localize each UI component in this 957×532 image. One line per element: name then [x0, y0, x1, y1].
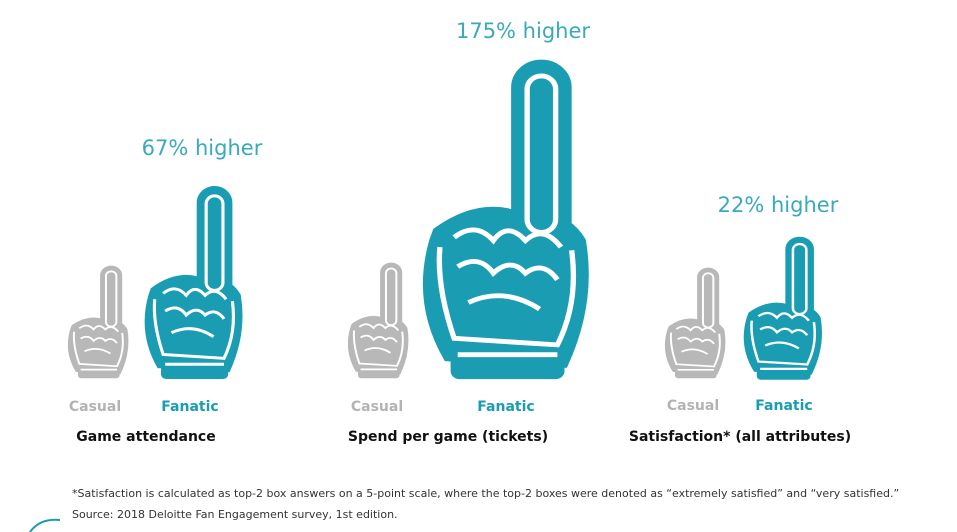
category-label: Game attendance: [76, 429, 215, 445]
casual-label: Casual: [351, 399, 403, 415]
casual-label: Casual: [69, 399, 121, 415]
casual-label: Casual: [667, 398, 719, 414]
fanatic-label: Fanatic: [755, 398, 812, 414]
casual-hand: [67, 265, 129, 380]
casual-hand: [664, 267, 726, 380]
fanatic-hand: [147, 188, 241, 379]
difference-label: 22% higher: [718, 193, 839, 217]
category-label: Spend per game (tickets): [348, 429, 548, 445]
footnote: *Satisfaction is calculated as top-2 box…: [72, 487, 899, 500]
fanatic-hand: [743, 236, 823, 382]
logo-arc: [29, 518, 61, 532]
difference-label: 175% higher: [456, 19, 590, 43]
fanatic-label: Fanatic: [477, 399, 534, 415]
casual-hand: [347, 262, 409, 380]
difference-label: 67% higher: [142, 136, 263, 160]
fanatic-label: Fanatic: [161, 399, 218, 415]
fanatic-hand: [426, 63, 585, 379]
source: Source: 2018 Deloitte Fan Engagement sur…: [72, 508, 398, 521]
category-label: Satisfaction* (all attributes): [629, 429, 851, 445]
